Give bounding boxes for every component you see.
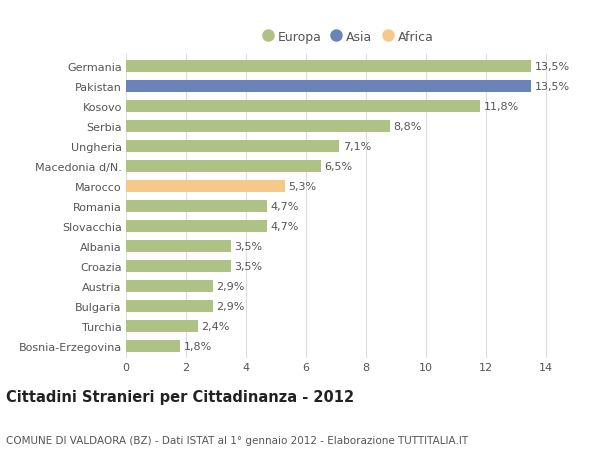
Text: 13,5%: 13,5% xyxy=(535,62,570,72)
Text: Cittadini Stranieri per Cittadinanza - 2012: Cittadini Stranieri per Cittadinanza - 2… xyxy=(6,389,354,404)
Text: 3,5%: 3,5% xyxy=(235,241,263,252)
Bar xyxy=(126,121,390,133)
Text: 2,9%: 2,9% xyxy=(217,281,245,291)
Text: 7,1%: 7,1% xyxy=(343,142,371,152)
Bar xyxy=(126,260,231,272)
Text: 4,7%: 4,7% xyxy=(271,222,299,231)
Bar xyxy=(126,241,231,252)
Text: 1,8%: 1,8% xyxy=(184,341,212,351)
Bar xyxy=(126,220,267,232)
Text: 5,3%: 5,3% xyxy=(289,182,317,191)
Text: 3,5%: 3,5% xyxy=(235,261,263,271)
Bar xyxy=(126,201,267,213)
Text: 11,8%: 11,8% xyxy=(484,102,519,112)
Text: 2,9%: 2,9% xyxy=(217,301,245,311)
Bar xyxy=(126,320,198,332)
Bar xyxy=(126,81,531,93)
Bar xyxy=(126,161,321,173)
Bar xyxy=(126,300,213,312)
Text: 4,7%: 4,7% xyxy=(271,202,299,212)
Bar xyxy=(126,101,480,113)
Legend: Europa, Asia, Africa: Europa, Asia, Africa xyxy=(263,31,433,44)
Bar xyxy=(126,181,285,193)
Bar xyxy=(126,61,531,73)
Bar xyxy=(126,141,339,153)
Text: COMUNE DI VALDAORA (BZ) - Dati ISTAT al 1° gennaio 2012 - Elaborazione TUTTITALI: COMUNE DI VALDAORA (BZ) - Dati ISTAT al … xyxy=(6,435,468,445)
Text: 8,8%: 8,8% xyxy=(394,122,422,132)
Text: 6,5%: 6,5% xyxy=(325,162,353,172)
Bar xyxy=(126,280,213,292)
Text: 2,4%: 2,4% xyxy=(202,321,230,331)
Text: 13,5%: 13,5% xyxy=(535,82,570,92)
Bar xyxy=(126,340,180,352)
